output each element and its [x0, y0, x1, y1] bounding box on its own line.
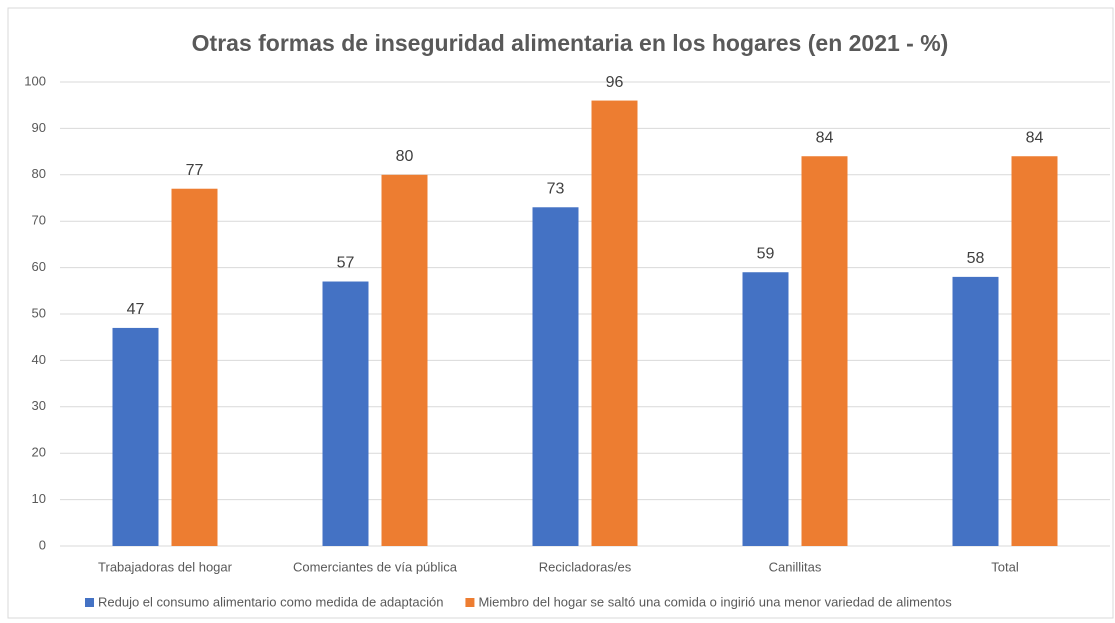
- x-tick-label: Comerciantes de vía pública: [293, 559, 458, 574]
- y-tick-label: 30: [32, 398, 46, 413]
- y-tick-label: 70: [32, 213, 46, 228]
- bar: [322, 281, 369, 546]
- y-tick-label: 100: [24, 73, 46, 88]
- x-tick-label: Total: [991, 559, 1019, 574]
- value-label: 47: [127, 301, 145, 318]
- y-tick-label: 60: [32, 259, 46, 274]
- y-tick-label: 90: [32, 120, 46, 135]
- bar: [381, 174, 428, 547]
- bar: [1011, 156, 1058, 547]
- y-tick-label: 50: [32, 305, 46, 320]
- value-label: 77: [186, 162, 204, 179]
- y-tick-label: 0: [39, 537, 46, 552]
- y-tick-label: 10: [32, 491, 46, 506]
- value-label: 73: [547, 180, 565, 197]
- x-tick-label: Canillitas: [769, 559, 822, 574]
- value-label: 59: [757, 245, 775, 262]
- legend-label: Miembro del hogar se saltó una comida o …: [478, 594, 952, 609]
- y-tick-label: 20: [32, 445, 46, 460]
- legend-swatch: [465, 598, 475, 607]
- x-tick-label: Recicladoras/es: [539, 559, 632, 574]
- y-tick-label: 80: [32, 166, 46, 181]
- legend-label: Redujo el consumo alimentario como medid…: [98, 594, 443, 609]
- chart-title: Otras formas de inseguridad alimentaria …: [192, 30, 949, 56]
- value-label: 80: [396, 148, 414, 165]
- value-label: 84: [1026, 129, 1044, 146]
- value-label: 84: [816, 129, 834, 146]
- value-label: 57: [337, 255, 355, 272]
- value-label: 58: [967, 250, 985, 267]
- chart-frame: [7, 7, 1114, 619]
- x-tick-label: Trabajadoras del hogar: [98, 559, 233, 574]
- bar: [112, 327, 159, 546]
- bar: [532, 207, 579, 546]
- bar: [171, 188, 218, 546]
- legend-swatch: [85, 598, 94, 607]
- bar: [742, 272, 789, 546]
- value-label: 96: [606, 74, 624, 91]
- bar: [591, 100, 638, 546]
- bar: [801, 156, 848, 547]
- bar: [952, 276, 999, 546]
- y-tick-label: 40: [32, 352, 46, 367]
